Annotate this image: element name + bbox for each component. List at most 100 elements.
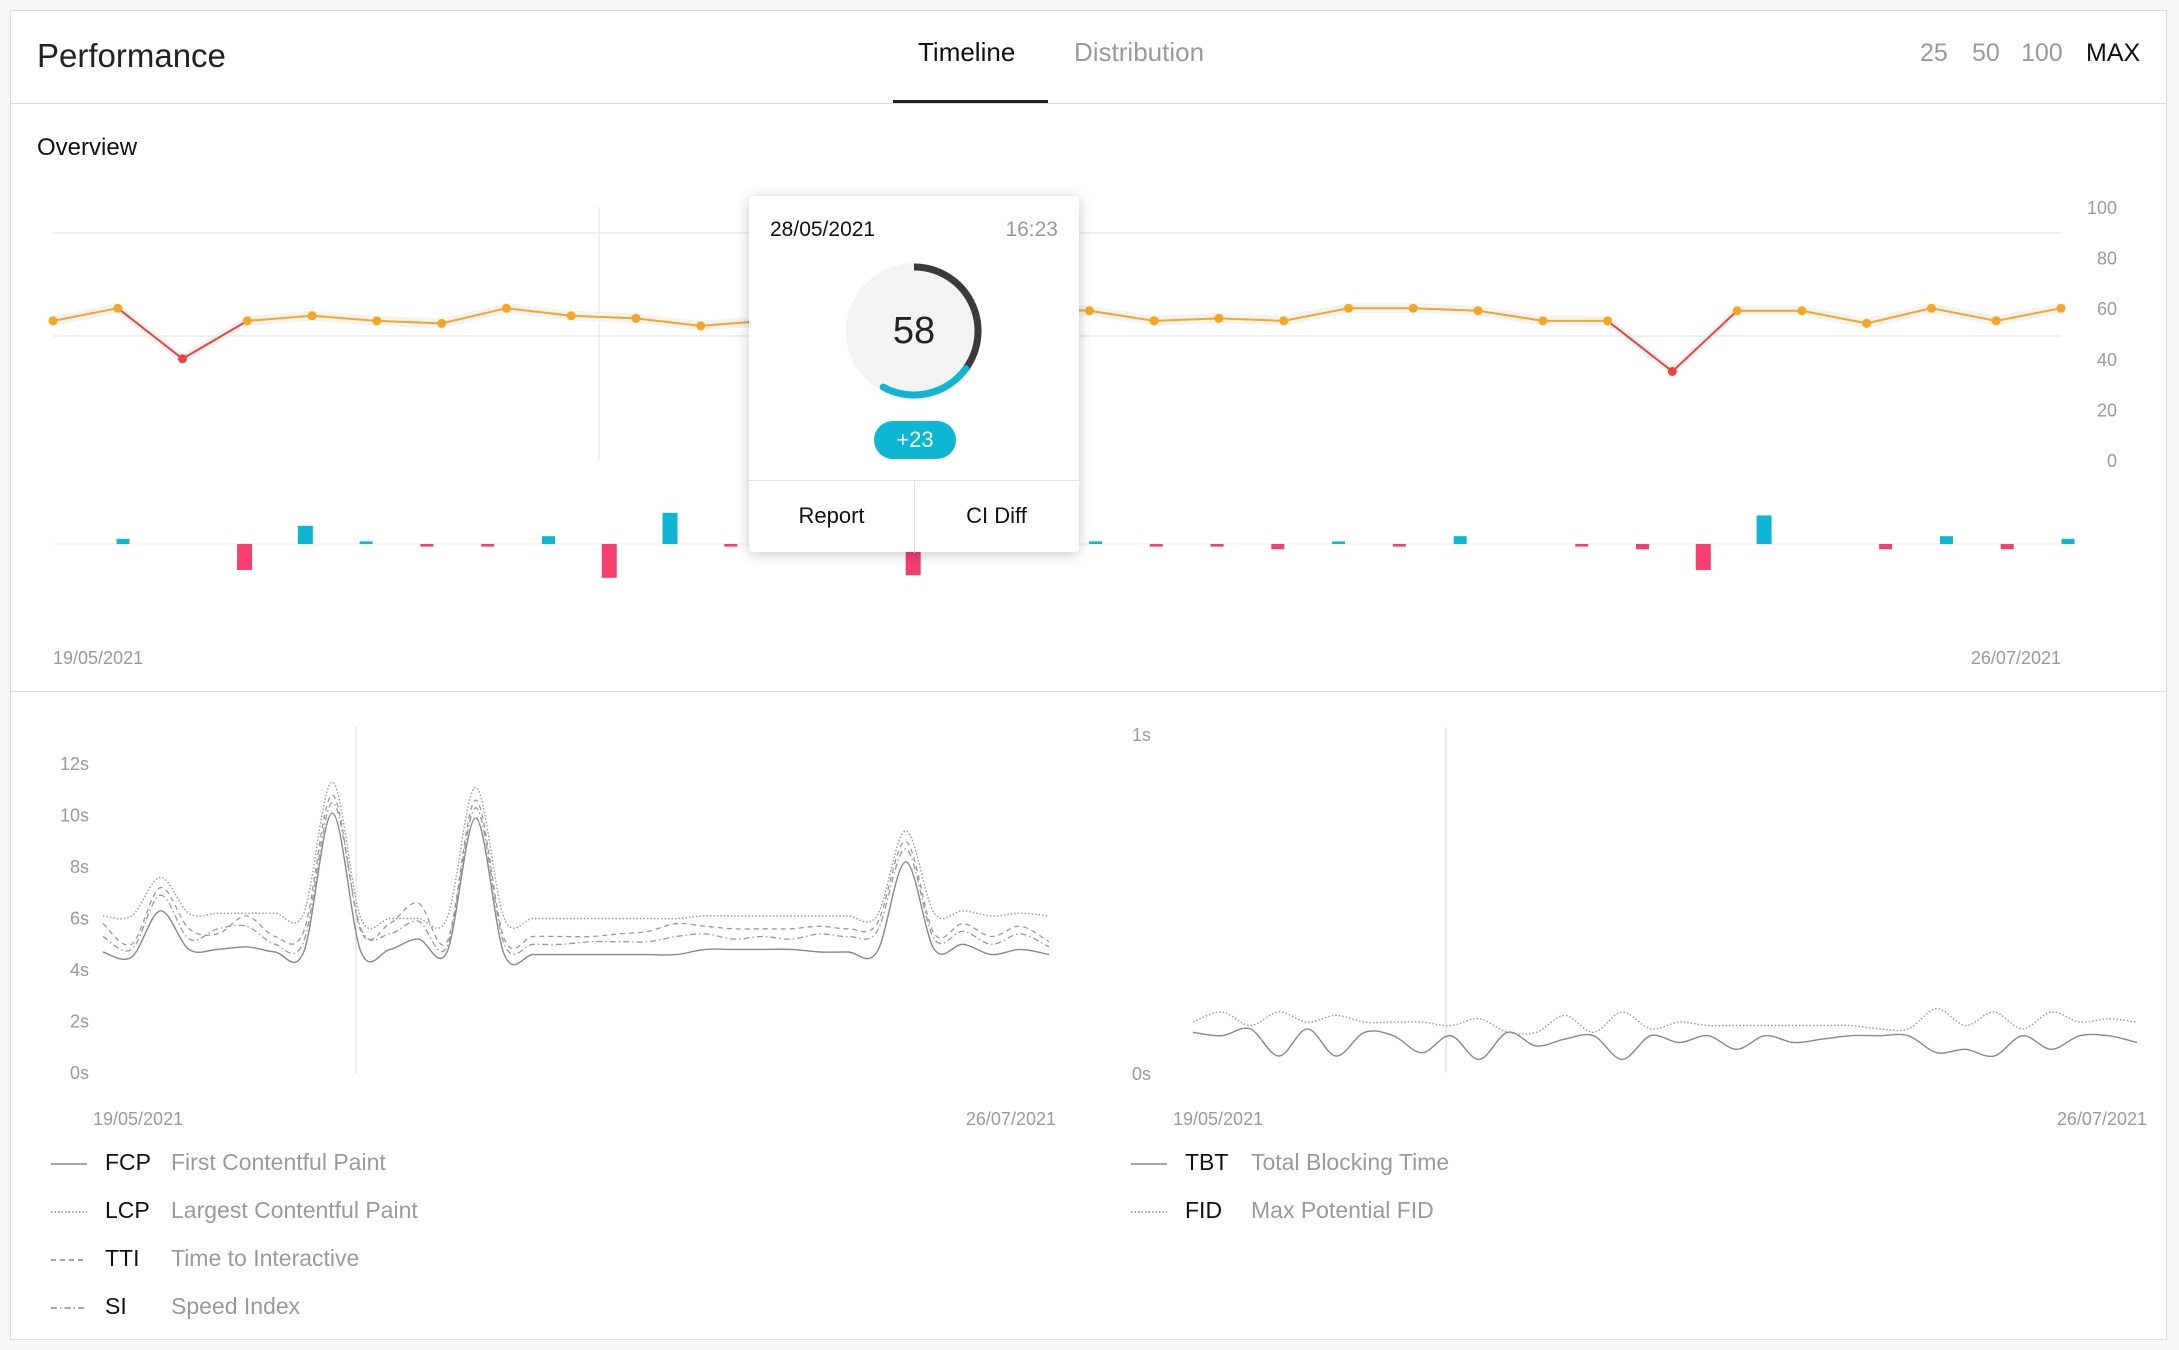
delta-bar[interactable] xyxy=(724,544,738,547)
score-tooltip: 28/05/2021 16:23 58 +23 Report CI Diff xyxy=(749,196,1079,553)
legend-label: Total Blocking Time xyxy=(1251,1149,1450,1175)
range-100[interactable]: 100 xyxy=(2021,39,2063,67)
score-point[interactable] xyxy=(1538,316,1548,326)
score-line-segment xyxy=(441,307,507,325)
overview-ytick: 0 xyxy=(2107,451,2117,471)
timings-ytick: 12s xyxy=(60,754,89,774)
score-point[interactable] xyxy=(566,311,576,321)
section-divider xyxy=(11,691,2166,692)
score-line-segment xyxy=(1996,307,2062,322)
tooltip-time: 16:23 xyxy=(1005,218,1058,241)
delta-bar[interactable] xyxy=(1271,544,1285,550)
score-line-segment xyxy=(1606,320,1673,373)
score-point[interactable] xyxy=(1279,316,1289,326)
score-line-segment xyxy=(1671,310,1738,373)
delta-bar[interactable] xyxy=(1879,544,1893,550)
score-point[interactable] xyxy=(2056,303,2066,313)
delta-bar[interactable] xyxy=(2061,538,2075,544)
overview-ytick: 40 xyxy=(2097,350,2117,370)
legend-code: SI xyxy=(105,1293,127,1319)
ci-diff-button[interactable]: CI Diff xyxy=(966,503,1027,528)
score-point[interactable] xyxy=(48,316,58,326)
score-point[interactable] xyxy=(242,316,252,326)
legend-item-fid[interactable]: FID Max Potential FID xyxy=(1131,1197,1631,1227)
overview-chart[interactable]: 100 80 60 40 20 0 19/05/2021 26/07/2021 xyxy=(11,103,2168,701)
score-point[interactable] xyxy=(1603,316,1613,326)
score-point[interactable] xyxy=(1926,303,1936,313)
delta-bar[interactable] xyxy=(662,512,678,544)
legend-item-tti[interactable]: TTI Time to Interactive xyxy=(51,1245,551,1275)
delta-bar[interactable] xyxy=(541,536,555,544)
delta-bar[interactable] xyxy=(116,538,130,544)
legend-code: TTI xyxy=(105,1245,140,1271)
delta-bar[interactable] xyxy=(1575,544,1589,547)
score-point[interactable] xyxy=(696,321,706,331)
tooltip-score: 58 xyxy=(893,310,935,352)
dotted-line-icon xyxy=(1131,1211,1167,1213)
range-25[interactable]: 25 xyxy=(1920,39,1948,67)
delta-bar[interactable] xyxy=(601,544,617,578)
delta-bar[interactable] xyxy=(1089,541,1102,544)
score-line-segment xyxy=(247,314,313,322)
overview-date-start: 19/05/2021 xyxy=(53,648,143,668)
score-point[interactable] xyxy=(1862,318,1872,328)
delta-bar[interactable] xyxy=(1695,544,1711,570)
delta-bar[interactable] xyxy=(1149,544,1163,547)
report-button[interactable]: Report xyxy=(749,481,915,553)
score-point[interactable] xyxy=(501,303,511,313)
delta-bar[interactable] xyxy=(1939,536,1953,544)
legend-item-tbt[interactable]: TBT Total Blocking Time xyxy=(1131,1149,1631,1179)
series-si xyxy=(102,801,1050,955)
score-line-segment xyxy=(1931,307,1997,322)
timings-chart[interactable]: 12s 10s 8s 6s 4s 2s 0s 19/05/2021 26/07/2021 xyxy=(11,711,1081,1131)
score-point[interactable] xyxy=(631,313,641,323)
score-line-segment xyxy=(1089,309,1155,322)
legend-item-lcp[interactable]: LCP Largest Contentful Paint xyxy=(51,1197,551,1227)
legend-code: FID xyxy=(1185,1197,1223,1223)
overview-ytick: 60 xyxy=(2097,299,2117,319)
legend-item-fcp[interactable]: FCP First Contentful Paint xyxy=(51,1149,551,1179)
score-point[interactable] xyxy=(113,303,123,313)
series-fcp xyxy=(102,812,1050,966)
overview-date-end: 26/07/2021 xyxy=(1971,648,2061,668)
score-point[interactable] xyxy=(1214,313,1224,323)
score-point[interactable] xyxy=(1991,316,2001,326)
score-point[interactable] xyxy=(1667,366,1677,376)
score-point[interactable] xyxy=(1732,306,1742,316)
score-point[interactable] xyxy=(1084,306,1094,316)
tab-distribution[interactable]: Distribution xyxy=(1074,37,1205,67)
delta-bar[interactable] xyxy=(420,544,434,547)
score-line-segment xyxy=(1218,317,1284,322)
score-point[interactable] xyxy=(178,354,188,364)
score-point[interactable] xyxy=(307,311,317,321)
delta-bar[interactable] xyxy=(2000,544,2014,550)
delta-bar[interactable] xyxy=(1453,536,1467,544)
legend-item-si[interactable]: SI Speed Index xyxy=(51,1293,551,1323)
score-point[interactable] xyxy=(1473,306,1483,316)
blocking-chart[interactable]: 1s 0s 19/05/2021 26/07/2021 xyxy=(1081,711,2168,1131)
score-point[interactable] xyxy=(1408,303,1418,313)
delta-bar[interactable] xyxy=(1210,544,1224,547)
score-point[interactable] xyxy=(1797,306,1807,316)
score-line-segment xyxy=(635,317,701,327)
score-point[interactable] xyxy=(437,318,447,328)
delta-bar[interactable] xyxy=(237,544,253,570)
delta-bar[interactable] xyxy=(481,544,495,547)
range-max[interactable]: MAX xyxy=(2086,39,2141,67)
score-point[interactable] xyxy=(1149,316,1159,326)
delta-bar[interactable] xyxy=(1636,544,1650,550)
score-point[interactable] xyxy=(1343,303,1353,313)
delta-bar[interactable] xyxy=(1332,541,1346,544)
delta-bar[interactable] xyxy=(1392,544,1406,547)
delta-bar[interactable] xyxy=(297,525,313,544)
delta-bar[interactable] xyxy=(1756,515,1772,544)
range-50[interactable]: 50 xyxy=(1972,39,2000,67)
overview-ytick: 80 xyxy=(2097,249,2117,269)
delta-bar[interactable] xyxy=(359,541,373,544)
tab-timeline[interactable]: Timeline xyxy=(918,37,1016,67)
blocking-ytick: 1s xyxy=(1132,725,1151,745)
overview-title: Overview xyxy=(37,134,138,161)
score-point[interactable] xyxy=(372,316,382,326)
performance-panel: Performance Timeline Distribution 25 50 … xyxy=(10,10,2167,1340)
score-line-segment xyxy=(376,319,442,325)
